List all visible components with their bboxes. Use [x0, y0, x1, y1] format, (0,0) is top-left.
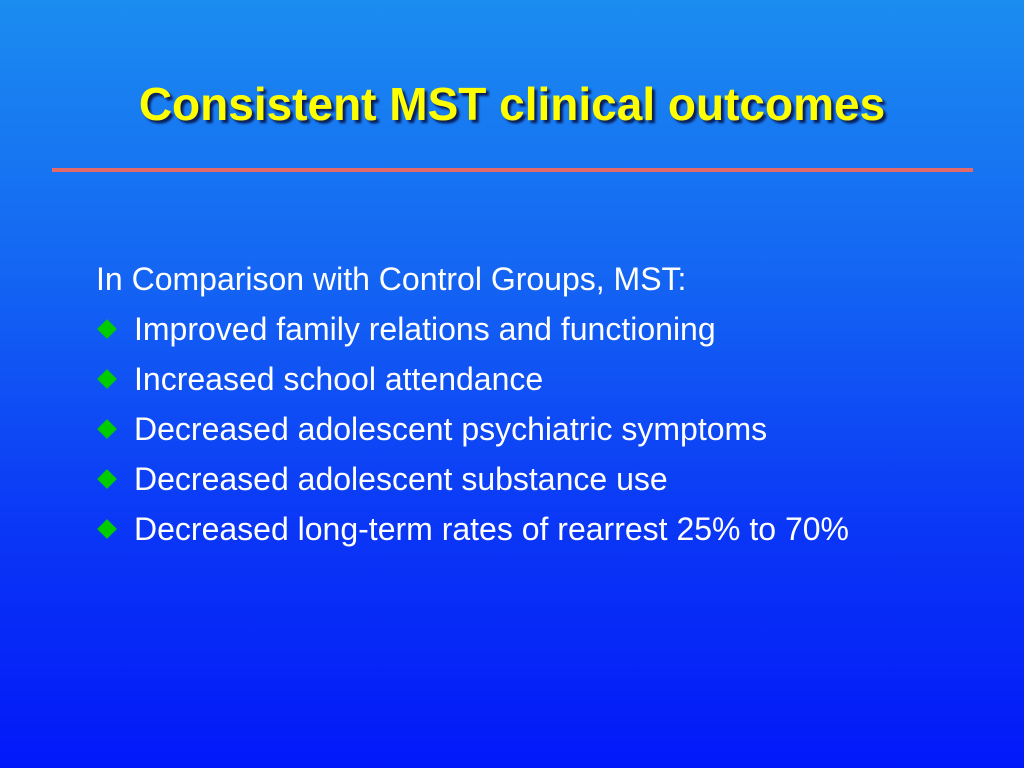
slide-body: In Comparison with Control Groups, MST: …	[96, 260, 966, 560]
bullet-text: Decreased adolescent substance use	[134, 461, 668, 497]
bullet-text: Increased school attendance	[134, 361, 544, 397]
title-divider	[52, 168, 973, 172]
green-diamond-bullet-icon	[97, 369, 117, 389]
bullet-text: Decreased adolescent psychiatric symptom…	[134, 411, 768, 447]
green-diamond-bullet-icon	[97, 319, 117, 339]
bullet-item-rearrest-rates: Decreased long-term rates of rearrest 25…	[96, 510, 966, 548]
green-diamond-bullet-icon	[97, 519, 117, 539]
green-diamond-bullet-icon	[97, 469, 117, 489]
bullet-text: Decreased long-term rates of rearrest 25…	[134, 511, 849, 547]
bullet-item-substance-use: Decreased adolescent substance use	[96, 460, 966, 498]
bullet-item-family-relations: Improved family relations and functionin…	[96, 310, 966, 348]
bullet-item-psychiatric-symptoms: Decreased adolescent psychiatric symptom…	[96, 410, 966, 448]
bullet-list: Improved family relations and functionin…	[96, 310, 966, 548]
lead-text: In Comparison with Control Groups, MST:	[96, 261, 687, 297]
bullet-text: Improved family relations and functionin…	[134, 311, 716, 347]
bullet-item-school-attendance: Increased school attendance	[96, 360, 966, 398]
slide-title: Consistent MST clinical outcomes	[138, 78, 886, 130]
green-diamond-bullet-icon	[97, 419, 117, 439]
